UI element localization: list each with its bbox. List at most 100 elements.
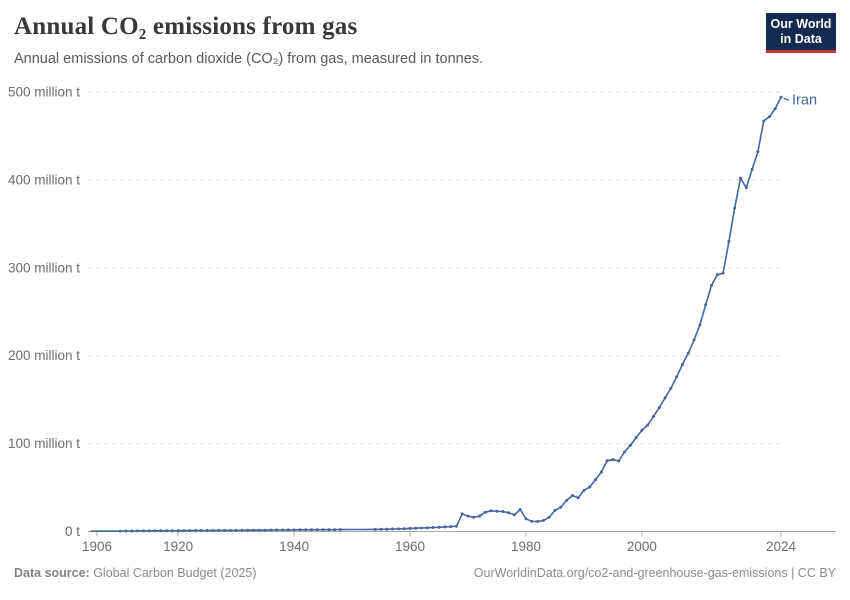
x-axis-tick-label: 2000 (627, 539, 657, 554)
data-point-marker (582, 488, 586, 492)
data-point-marker (159, 529, 163, 533)
data-point-marker (396, 527, 400, 531)
data-point-marker (228, 528, 232, 532)
y-axis-tick-label: 100 million t (8, 436, 80, 451)
data-point-marker (176, 529, 180, 533)
data-point-marker (170, 529, 174, 533)
data-point-marker (431, 526, 435, 529)
data-point-marker (373, 527, 377, 531)
chart-subtitle: Annual emissions of carbon dioxide (CO₂)… (14, 51, 484, 67)
data-point-marker (594, 478, 597, 482)
data-point-marker (188, 529, 192, 533)
data-point-marker (414, 526, 418, 530)
data-point-marker (536, 520, 540, 523)
data-point-marker (437, 525, 441, 529)
data-point-marker (147, 529, 151, 533)
y-axis-tick-label: 0 t (65, 524, 80, 539)
data-point-marker (681, 363, 684, 366)
data-point-marker (402, 527, 406, 531)
x-axis-tick-label: 1940 (279, 539, 309, 554)
data-point-marker (246, 528, 250, 532)
data-point-marker (530, 519, 534, 523)
data-point-marker (263, 528, 267, 532)
data-point-marker (773, 107, 777, 111)
data-point-marker (286, 528, 290, 532)
data-point-marker (136, 529, 140, 533)
data-point-marker (194, 529, 197, 532)
data-point-marker (234, 528, 238, 532)
data-source: Data source: Global Carbon Budget (2025) (14, 566, 257, 580)
data-point-marker (605, 459, 609, 463)
data-point-marker (559, 505, 563, 509)
data-point-marker (756, 150, 760, 154)
data-point-marker (512, 513, 516, 517)
x-axis-tick-label: 1980 (511, 539, 541, 554)
data-point-marker (298, 528, 302, 532)
data-point-marker (495, 509, 499, 513)
data-point-marker (524, 517, 528, 521)
data-point-marker (205, 529, 209, 532)
data-point-marker (710, 283, 713, 287)
data-point-marker (269, 528, 273, 532)
data-point-marker (165, 529, 169, 533)
data-point-marker (124, 529, 128, 533)
data-point-marker (599, 470, 603, 474)
data-point-marker (657, 406, 661, 410)
data-point-marker (321, 528, 325, 532)
data-point-marker (182, 529, 186, 533)
data-point-marker (646, 423, 650, 427)
data-point-marker (141, 529, 145, 533)
data-point-marker (652, 414, 655, 418)
data-point-marker (611, 458, 615, 462)
data-point-marker (379, 527, 383, 531)
x-axis-tick-label: 1960 (395, 539, 425, 554)
data-point-marker (733, 206, 737, 210)
x-axis-tick-label: 2024 (766, 539, 797, 554)
data-point-marker (257, 528, 261, 532)
data-point-marker (310, 528, 313, 532)
data-point-marker (327, 528, 331, 532)
data-point-marker (750, 167, 754, 171)
data-point-marker (466, 514, 470, 518)
data-point-marker (391, 527, 395, 531)
data-point-marker (692, 338, 696, 342)
data-point-marker (704, 303, 708, 307)
data-point-marker (252, 528, 255, 532)
data-point-marker (507, 511, 511, 515)
data-point-marker (669, 386, 673, 390)
data-point-marker (686, 351, 690, 355)
data-point-marker (628, 443, 632, 447)
series-end-label[interactable]: Iran (792, 92, 817, 108)
data-point-marker (483, 510, 487, 514)
data-point-marker (489, 509, 493, 513)
data-point-marker (640, 428, 644, 432)
data-source-label: Data source: (14, 566, 90, 580)
data-point-marker (588, 485, 592, 489)
data-point-marker (570, 494, 574, 497)
y-axis-tick-label: 500 million t (8, 85, 80, 100)
chart-footer: Data source: Global Carbon Budget (2025)… (14, 566, 836, 580)
data-point-marker (292, 528, 296, 532)
y-axis-tick-label: 200 million t (8, 348, 80, 363)
data-point-marker (275, 528, 279, 532)
footer-attribution: OurWorldinData.org/co2-and-greenhouse-ga… (473, 566, 836, 580)
data-point-marker (541, 519, 545, 522)
data-point-marker (623, 450, 626, 454)
data-point-marker (304, 528, 308, 532)
data-point-marker (501, 510, 505, 513)
owid-logo[interactable]: Our World in Data (766, 13, 836, 53)
data-point-marker (211, 528, 215, 532)
data-point-marker (385, 527, 389, 531)
data-point-marker (768, 115, 771, 119)
data-point-marker (634, 436, 638, 440)
data-point-marker (576, 496, 580, 500)
data-point-marker (217, 528, 221, 532)
data-point-marker (715, 273, 719, 277)
data-point-marker (779, 95, 783, 99)
data-point-marker (281, 528, 284, 532)
y-axis-tick-label: 400 million t (8, 172, 80, 187)
data-point-marker (460, 512, 464, 516)
series-line-iran[interactable] (90, 96, 782, 533)
data-point-marker (443, 525, 447, 529)
